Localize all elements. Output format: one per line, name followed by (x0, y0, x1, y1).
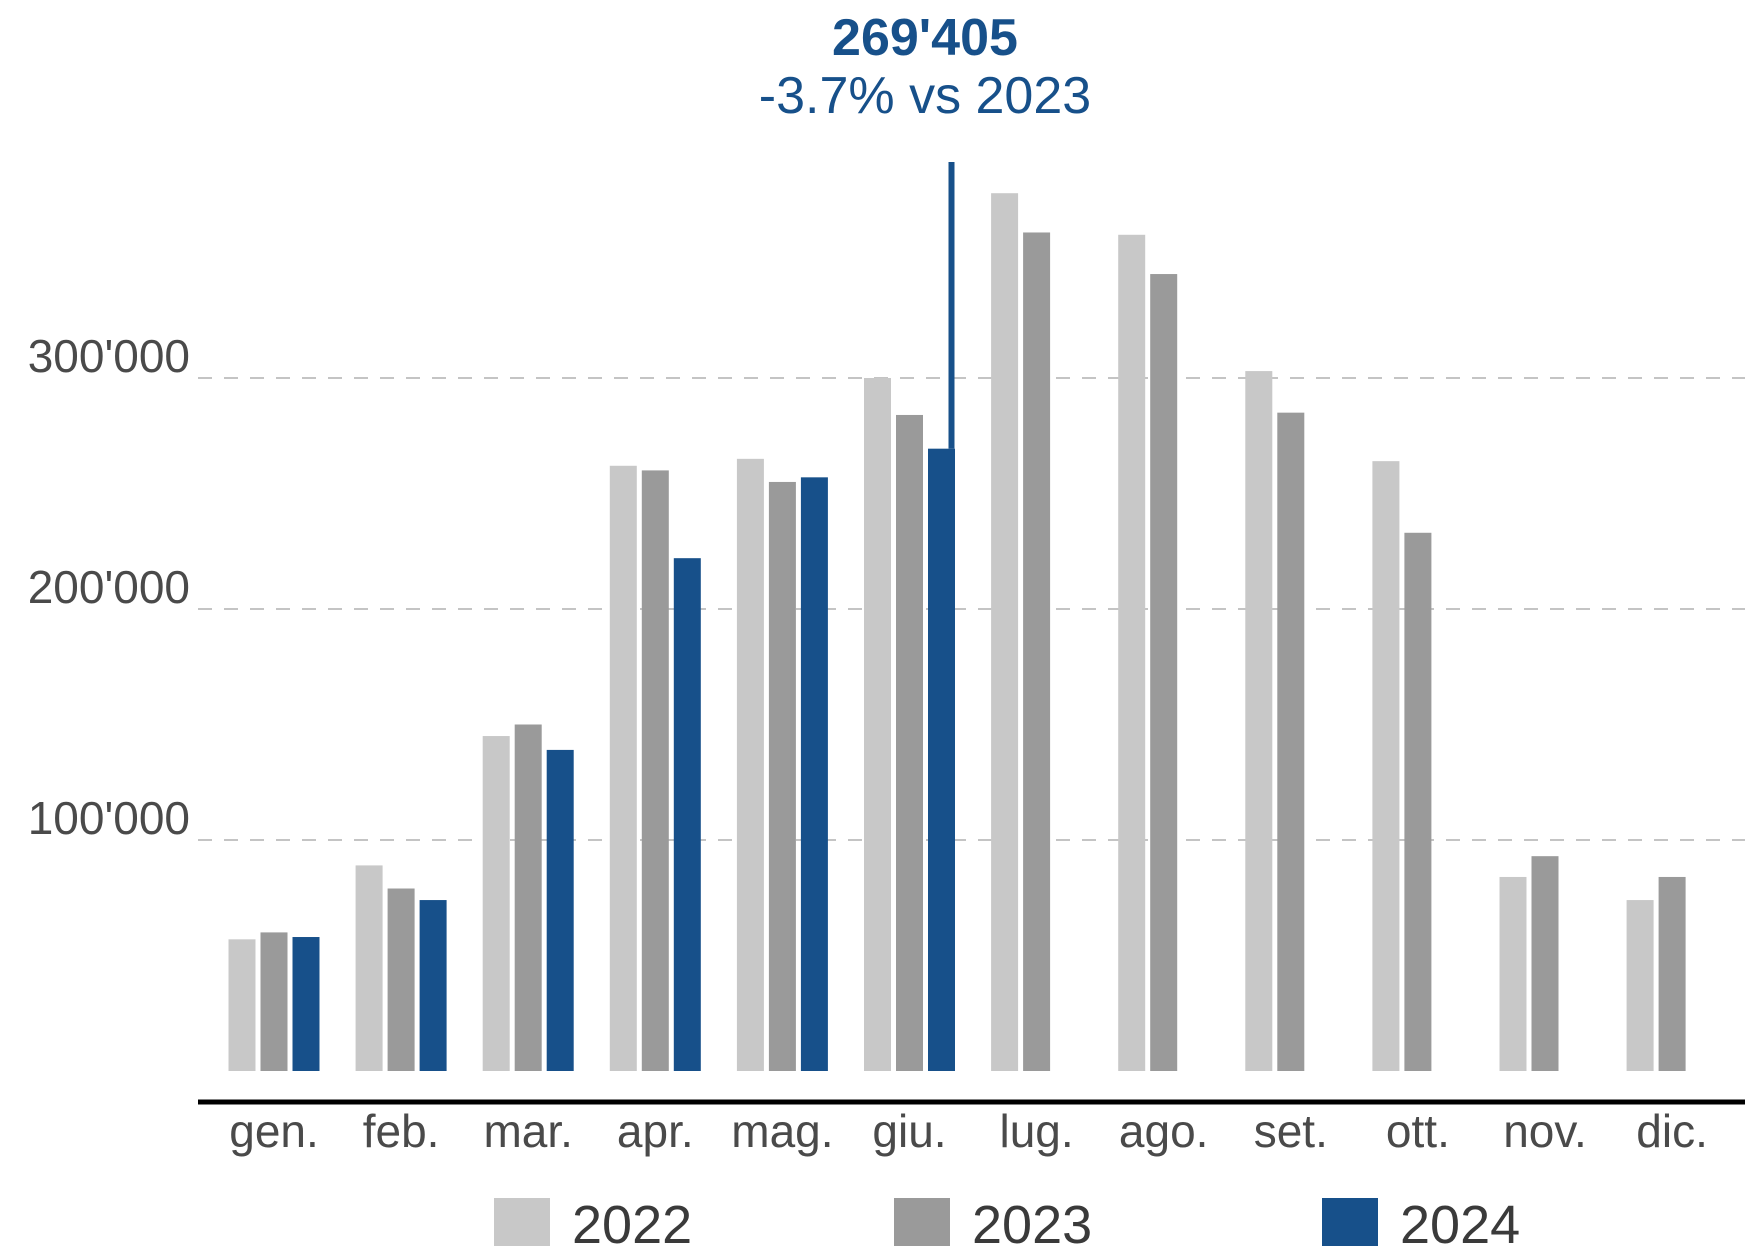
legend-label: 2024 (1400, 1195, 1520, 1246)
bar-2022-mag (736, 458, 764, 1072)
x-tick-label: giu. (872, 1105, 946, 1157)
bar-2024-mag (800, 477, 828, 1072)
annotation: 269'405 -3.7% vs 2023 (759, 9, 1091, 449)
bar-2023-feb (387, 888, 415, 1071)
bar-2022-feb (355, 865, 383, 1071)
annotation-value: 269'405 (832, 9, 1018, 67)
bar-2023-lug (1023, 232, 1051, 1072)
bar-2022-apr (609, 465, 637, 1071)
legend-swatch-2024 (1322, 1198, 1378, 1246)
legend-label: 2023 (972, 1195, 1092, 1246)
y-tick-label: 100'000 (28, 792, 190, 844)
y-axis-tick-labels: 100'000 200'000 300'000 (28, 330, 190, 844)
bar-2023-nov (1531, 856, 1559, 1071)
bar-2022-ott (1372, 461, 1400, 1071)
bar-2023-apr (641, 470, 669, 1071)
bar-2022-dic (1626, 900, 1654, 1071)
x-tick-label: feb. (363, 1105, 440, 1157)
bar-2023-dic (1658, 876, 1686, 1071)
bar-2024-apr (673, 558, 701, 1071)
x-axis-tick-labels: gen. feb. mar. apr. mag. giu. lug. ago. set. ott.… (229, 1105, 1708, 1157)
legend-swatch-2023 (894, 1198, 950, 1246)
legend-swatch-2022 (494, 1198, 550, 1246)
x-tick-label: apr. (617, 1105, 694, 1157)
bar-2024-giu (928, 448, 955, 1071)
bar-2023-mag (768, 481, 796, 1071)
x-tick-label: set. (1254, 1105, 1328, 1157)
x-tick-label: nov. (1503, 1105, 1587, 1157)
x-tick-label: mar. (483, 1105, 572, 1157)
bar-2022-set (1245, 371, 1273, 1071)
bar-2022-lug (991, 193, 1019, 1071)
x-tick-label: lug. (1000, 1105, 1074, 1157)
y-tick-label: 200'000 (28, 561, 190, 613)
bar-2023-set (1277, 412, 1305, 1071)
x-tick-label: ago. (1119, 1105, 1209, 1157)
legend-label: 2022 (572, 1195, 692, 1246)
x-tick-label: dic. (1636, 1105, 1708, 1157)
bar-2023-ago (1150, 274, 1178, 1071)
bar-2023-gen (260, 932, 288, 1071)
y-tick-label: 300'000 (28, 330, 190, 382)
bar-2022-mar (482, 736, 510, 1071)
bar-2024-mar (546, 749, 574, 1071)
bar-2022-gen (228, 939, 256, 1071)
x-tick-label: mag. (731, 1105, 833, 1157)
bars (228, 193, 1686, 1072)
x-tick-label: gen. (229, 1105, 319, 1157)
x-tick-label: ott. (1386, 1105, 1450, 1157)
bar-2022-giu (864, 378, 891, 1071)
annotation-change: -3.7% vs 2023 (759, 67, 1091, 125)
bar-2023-ott (1404, 532, 1432, 1071)
bar-2022-nov (1499, 876, 1527, 1071)
gridlines (198, 377, 1745, 841)
bar-2024-gen (292, 937, 320, 1071)
bar-2024-feb (419, 900, 447, 1071)
bar-2022-ago (1118, 234, 1146, 1071)
bar-2023-giu (896, 414, 923, 1072)
legend: 2022 2023 2024 (494, 1195, 1520, 1246)
bar-2023-mar (514, 724, 542, 1071)
